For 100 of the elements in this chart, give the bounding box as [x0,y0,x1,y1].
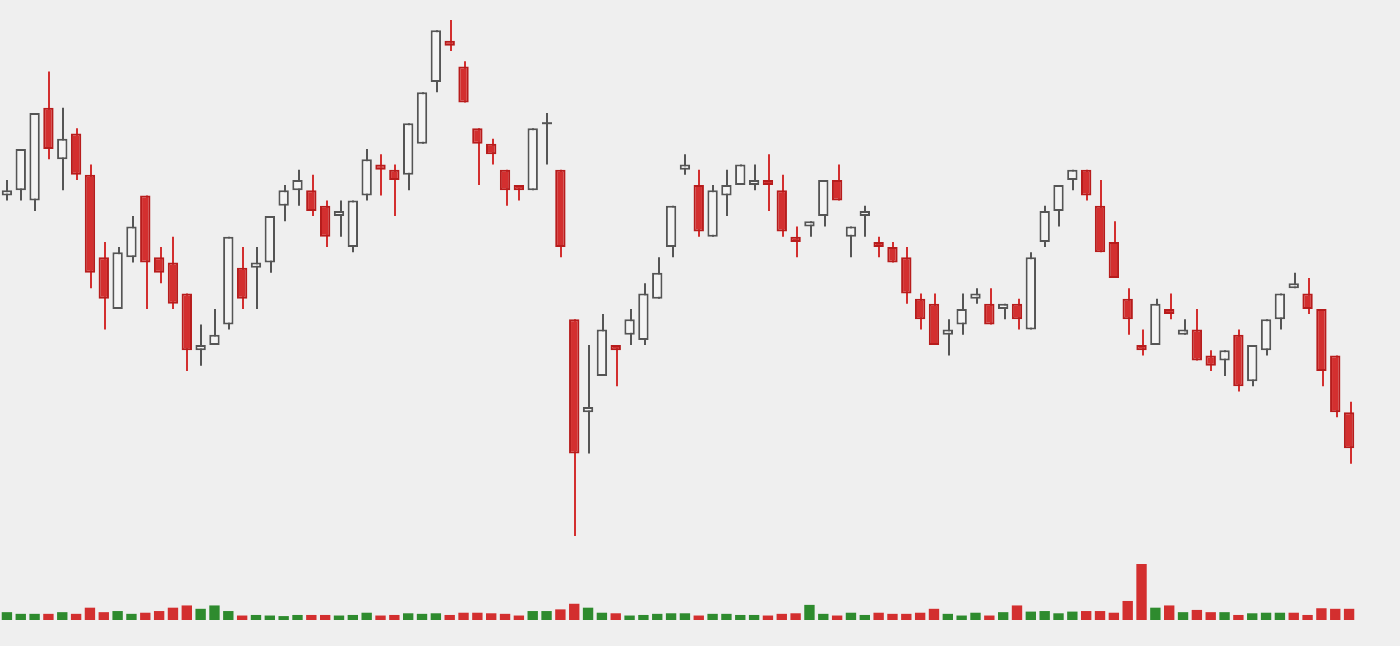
bar [1150,607,1161,620]
candlestick [956,292,967,336]
bar [1,612,13,620]
candlestick [15,148,26,202]
candlestick [596,313,608,378]
candlestick [1219,349,1230,378]
bar [1274,612,1286,620]
bar [70,613,82,620]
bar [140,612,151,620]
candlestick [1108,220,1120,279]
bar [1205,612,1216,620]
bar [845,612,857,620]
bar [43,613,54,620]
bar [403,613,414,620]
bar [582,607,594,620]
candlestick [472,127,483,187]
candlestick [1094,178,1106,254]
candlestick [1122,287,1133,336]
bar [914,612,926,620]
candlestick [638,282,649,347]
candlestick [873,235,884,259]
bar [679,613,691,620]
candlestick [458,60,469,104]
bar [1094,611,1106,620]
candlestick [167,235,179,310]
candlestick [984,287,995,326]
candlestick [721,168,732,218]
candlestick [831,163,843,202]
candlestick [236,246,248,310]
bar [181,605,192,620]
candlestick [1247,344,1258,388]
candlestick [652,256,663,300]
candlestick [901,246,912,305]
bar [167,607,179,620]
candlestick [1150,297,1161,347]
candlestick [845,225,857,259]
candlestick [292,168,303,207]
candlestick [1205,349,1216,372]
bar [748,614,760,620]
candlestick [1274,292,1286,331]
candlestick [1053,184,1064,228]
bar [997,612,1009,620]
candlestick [389,163,400,218]
candlestick [790,225,801,259]
candlestick [1302,277,1313,316]
candlestick [1080,168,1092,202]
candlestick [486,137,497,166]
candlestick [98,240,109,331]
candlestick [375,153,386,197]
candlestick [624,307,635,347]
candlestick [693,168,704,238]
candlestick [430,29,442,94]
bar [84,607,96,620]
bar [665,613,677,620]
candlestick [818,178,829,228]
candlestick [126,215,137,264]
bar [1177,612,1189,620]
candlestick [319,199,331,249]
bar [499,613,511,620]
candlestick [306,173,317,218]
candlestick [361,148,372,202]
bar [1191,609,1203,620]
candlestick [541,111,553,166]
bar [153,611,165,620]
candlestick [914,292,926,331]
bar [430,613,442,620]
candlestick [70,127,82,181]
bar [416,613,428,620]
candlestick [1011,297,1023,331]
candlestick [1233,328,1244,393]
candlestick [1136,328,1147,357]
candlestick [1260,318,1272,357]
bar [1164,605,1175,620]
candlestick [1039,204,1050,249]
candlestick [707,184,718,238]
bar [250,614,262,620]
bar [1108,612,1120,620]
bar [1011,605,1023,620]
candlestick [679,153,691,176]
candlestick [1343,400,1355,465]
bar [1219,612,1230,620]
bar [1343,608,1355,620]
bar [859,614,870,620]
bar [1260,612,1272,620]
candlestick [209,307,220,347]
candlestick [153,246,165,285]
candlestick [1191,307,1203,362]
candlestick [347,199,359,254]
candlestick [665,204,677,259]
bar [596,612,608,620]
candlestick [195,323,206,367]
bar [610,613,621,620]
candlestick [499,168,511,207]
bar [1080,611,1092,620]
candlestick [264,215,276,274]
candlestick [776,173,787,238]
bar [1247,613,1258,620]
bar [1233,614,1244,620]
candlestick [57,106,68,192]
bar [57,612,68,620]
